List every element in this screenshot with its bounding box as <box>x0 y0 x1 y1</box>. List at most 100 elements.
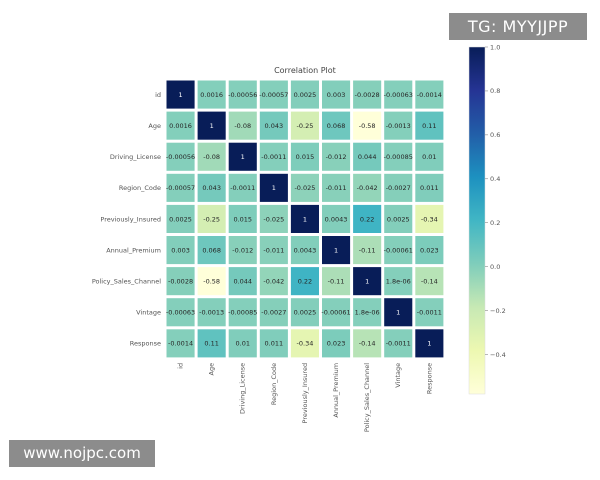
cell-value-6-8: -0.14 <box>421 277 438 285</box>
heatmap-cell-1-2 <box>228 111 257 140</box>
cell-value-1-4: -0.25 <box>297 122 314 130</box>
cell-value-7-4: 0.0025 <box>294 309 317 317</box>
heatmap-cell-0-7 <box>384 80 413 109</box>
cell-value-1-6: -0.58 <box>359 122 376 130</box>
cell-value-7-7: 1 <box>396 309 400 317</box>
heatmap-cell-8-6 <box>353 329 382 358</box>
cell-value-7-5: -0.00061 <box>321 309 350 317</box>
heatmap-cell-2-4 <box>290 142 319 171</box>
cell-value-3-8: 0.011 <box>420 184 439 192</box>
heatmap-cell-8-1 <box>197 329 226 358</box>
column-label-8: Response <box>425 363 433 394</box>
heatmap-cell-0-2 <box>228 80 257 109</box>
heatmap-cell-3-4 <box>290 173 319 202</box>
cell-value-2-3: -0.0011 <box>261 153 286 161</box>
colorbar-tick-label-6: −0.2 <box>490 307 506 315</box>
heatmap-cell-8-3 <box>259 329 288 358</box>
heatmap-cell-0-5 <box>322 80 351 109</box>
heatmap-cell-3-7 <box>384 173 413 202</box>
heatmap-cell-5-2 <box>228 236 257 265</box>
cell-value-1-7: -0.0013 <box>386 122 411 130</box>
cell-value-0-0: 1 <box>178 91 182 99</box>
cell-value-8-7: -0.0011 <box>386 340 411 348</box>
cell-value-0-2: -0.00056 <box>228 91 257 99</box>
cell-value-4-4: 1 <box>303 215 307 223</box>
cell-value-6-7: 1.8e-06 <box>386 277 411 285</box>
chart-title: Correlation Plot <box>274 66 336 75</box>
cell-value-3-6: -0.042 <box>357 184 378 192</box>
heatmap-cell-3-5 <box>322 173 351 202</box>
heatmap-cell-1-4 <box>290 111 319 140</box>
cell-value-6-5: -0.11 <box>328 277 345 285</box>
cell-value-4-5: 0.0043 <box>325 215 348 223</box>
heatmap-cell-2-3 <box>259 142 288 171</box>
cell-value-4-0: 0.0025 <box>169 215 192 223</box>
colorbar: 1.0 0.8 0.6 0.4 0.2 0.0 −0.2 −0.4 <box>468 43 506 395</box>
column-label-4: Previously_Insured <box>301 363 309 424</box>
cell-value-3-5: -0.011 <box>326 184 347 192</box>
cell-value-8-5: 0.023 <box>327 340 346 348</box>
heatmap-cell-6-8 <box>415 267 444 296</box>
heatmap-cell-1-8 <box>415 111 444 140</box>
heatmap-cell-7-5 <box>322 298 351 327</box>
heatmap-cell-0-4 <box>290 80 319 109</box>
column-label-2: Driving_License <box>239 363 247 414</box>
heatmap-cell-1-5 <box>322 111 351 140</box>
heatmap-cell-0-3 <box>259 80 288 109</box>
row-label-2: Driving_License <box>110 153 161 161</box>
cell-value-0-3: -0.00057 <box>259 91 288 99</box>
column-labels: id Age Driving_License Region_Code Previousl… <box>177 363 434 432</box>
cell-value-6-4: 0.22 <box>298 277 312 285</box>
cell-value-7-1: -0.0013 <box>199 309 224 317</box>
heatmap-cell-4-5 <box>322 204 351 233</box>
cell-value-3-7: -0.0027 <box>386 184 411 192</box>
heatmap-cell-0-8 <box>415 80 444 109</box>
cell-value-2-2: 1 <box>241 153 245 161</box>
heatmap-cell-2-1 <box>197 142 226 171</box>
heatmap-cell-5-3 <box>259 236 288 265</box>
cell-value-5-5: 1 <box>334 246 338 254</box>
heatmap-cell-8-4 <box>290 329 319 358</box>
cell-value-2-7: -0.00085 <box>384 153 413 161</box>
cell-value-3-0: -0.00057 <box>166 184 195 192</box>
cell-value-5-3: -0.011 <box>263 246 284 254</box>
colorbar-tick-label-4: 0.2 <box>490 219 500 227</box>
heatmap-cell-7-8 <box>415 298 444 327</box>
colorbar-tick-label-3: 0.4 <box>490 175 500 183</box>
colorbar-gradient <box>468 46 486 395</box>
heatmap-cell-2-8 <box>415 142 444 171</box>
row-label-7: Vintage <box>136 309 161 317</box>
heatmap-cell-3-1 <box>197 173 226 202</box>
cell-value-5-1: 0.068 <box>202 246 221 254</box>
cell-value-7-2: -0.00085 <box>228 309 257 317</box>
cell-value-7-0: -0.00063 <box>166 309 195 317</box>
cell-value-8-3: 0.011 <box>265 340 284 348</box>
cell-value-2-0: -0.00056 <box>166 153 195 161</box>
heatmap-cell-7-4 <box>290 298 319 327</box>
heatmap-cell-0-1 <box>197 80 226 109</box>
cell-value-4-6: 0.22 <box>360 215 374 223</box>
colorbar-tick-label-2: 0.6 <box>490 131 500 139</box>
heatmap-cell-1-3 <box>259 111 288 140</box>
url-watermark: www.nojpc.com <box>9 440 155 467</box>
cell-value-5-2: -0.012 <box>232 246 253 254</box>
column-label-1: Age <box>208 363 216 376</box>
cell-value-0-4: 0.0025 <box>294 91 317 99</box>
heatmap-cell-7-6 <box>353 298 382 327</box>
column-label-5: Annual_Premium <box>332 363 340 418</box>
cell-value-5-4: 0.0043 <box>294 246 317 254</box>
column-label-6: Policy_Sales_Channel <box>363 363 371 432</box>
cell-value-8-2: 0.01 <box>236 340 250 348</box>
heatmap-cell-6-6 <box>353 267 382 296</box>
heatmap-cell-1-6 <box>353 111 382 140</box>
row-labels: id Age Driving_License Region_Code Previousl… <box>92 91 161 348</box>
row-label-8: Response <box>130 340 161 348</box>
cell-value-1-8: 0.11 <box>422 122 436 130</box>
cell-value-8-4: -0.34 <box>297 340 314 348</box>
cell-value-1-1: 1 <box>210 122 214 130</box>
heatmap-cell-3-0 <box>166 173 195 202</box>
heatmap-cell-7-0 <box>166 298 195 327</box>
cell-value-8-8: 1 <box>427 340 431 348</box>
cell-value-4-8: -0.34 <box>421 215 438 223</box>
